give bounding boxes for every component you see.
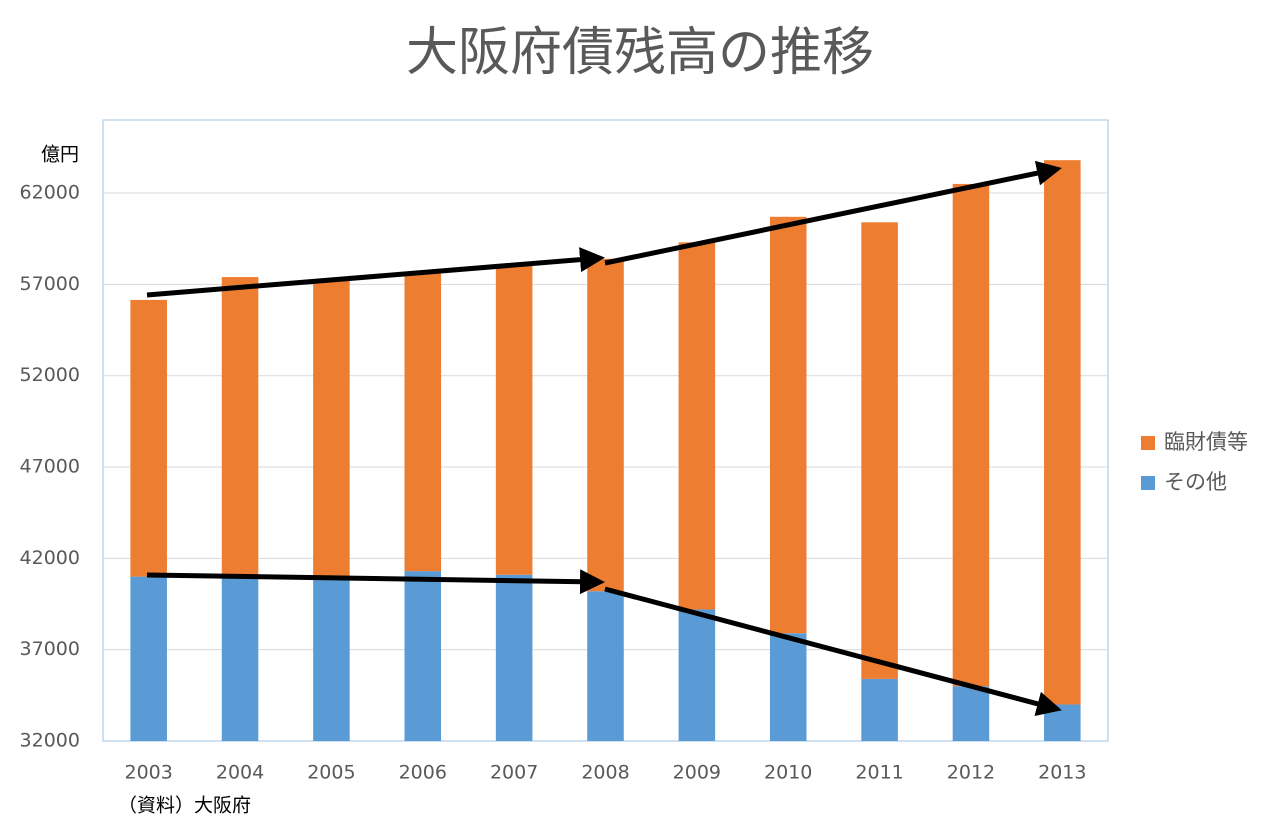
bar-segment xyxy=(861,678,898,741)
source: （資料）大阪府 xyxy=(118,795,251,817)
y-tick-label: 32000 xyxy=(20,730,80,752)
x-tick-label: 2010 xyxy=(764,762,812,784)
bar-segment xyxy=(678,242,716,610)
trend-arrow xyxy=(604,160,1062,266)
x-tick-label: 2006 xyxy=(399,762,447,784)
bar-segment xyxy=(678,609,716,741)
bar-segment xyxy=(130,299,167,577)
bar-segment xyxy=(769,216,807,634)
bar-segment xyxy=(587,258,624,592)
y-tick-label: 47000 xyxy=(20,456,80,478)
x-tick-label: 2005 xyxy=(307,762,355,784)
x-tick-label: 2004 xyxy=(216,762,264,784)
legend-swatch xyxy=(1141,436,1155,450)
bar-segment xyxy=(952,686,990,741)
bar-segment xyxy=(313,280,350,579)
bar-segment xyxy=(495,574,533,741)
x-tick-label: 2008 xyxy=(581,762,629,784)
y-tick-label: 42000 xyxy=(20,547,80,569)
legend-label: 臨財債等 xyxy=(1164,430,1248,454)
bar-segment xyxy=(952,183,990,687)
trend-arrow xyxy=(146,569,605,595)
trend-arrow xyxy=(604,586,1062,716)
bar-segment xyxy=(861,222,898,679)
bar-segment xyxy=(587,591,624,741)
y-tick-label: 57000 xyxy=(20,273,80,295)
bar-segment xyxy=(404,271,442,572)
y-tick-label: 62000 xyxy=(20,182,80,204)
legend-swatch xyxy=(1141,476,1155,490)
bar-segment xyxy=(1044,704,1081,741)
bar-segment xyxy=(221,277,259,577)
chart-title: 大阪府債残高の推移 xyxy=(406,23,874,83)
y-tick-label: 37000 xyxy=(20,638,80,660)
x-tick-label: 2009 xyxy=(673,762,721,784)
bar-segment xyxy=(495,264,533,575)
x-tick-label: 2011 xyxy=(855,762,903,784)
y-tick-label: 52000 xyxy=(20,364,80,386)
bar-segment xyxy=(404,571,442,741)
bar-segment xyxy=(221,576,259,741)
x-tick-label: 2012 xyxy=(947,762,995,784)
x-tick-label: 2013 xyxy=(1038,762,1086,784)
bar-segment xyxy=(130,576,167,741)
bar-segment xyxy=(769,633,807,741)
arrows xyxy=(146,160,1062,716)
legend-label: その他 xyxy=(1164,470,1227,494)
bar-segment xyxy=(313,578,350,741)
trend-arrow xyxy=(146,247,605,298)
x-tick-label: 2003 xyxy=(125,762,173,784)
y-unit: 億円 xyxy=(41,144,79,166)
bar-segment xyxy=(1044,160,1081,705)
x-tick-label: 2007 xyxy=(490,762,538,784)
